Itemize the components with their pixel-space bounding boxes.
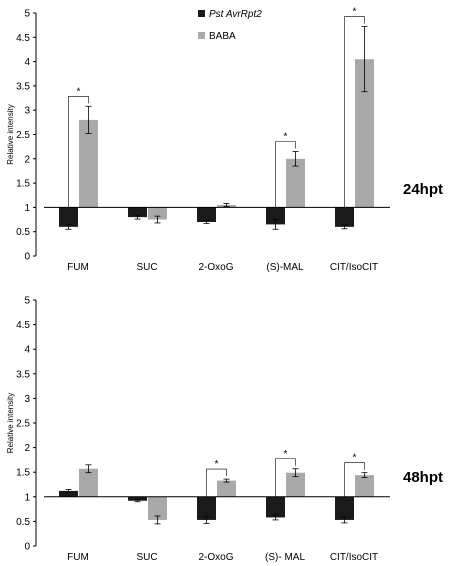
y-tick-label: 4.5: [16, 33, 30, 44]
bar-baba-0: [79, 468, 98, 497]
y-tick-label: 2: [24, 154, 30, 165]
bar-pst-4: [335, 496, 354, 520]
bar-pst-1: [128, 207, 147, 218]
significance-bracket: [344, 462, 365, 497]
bar-pst-0: [59, 490, 78, 497]
bar-pst-2: [197, 207, 216, 222]
bar-pst-1: [128, 496, 147, 501]
y-tick-label: 0: [24, 542, 30, 553]
bar-baba-3: [286, 158, 305, 208]
y-tick-label: 3: [24, 106, 30, 117]
y-tick-label: 1.5: [16, 179, 30, 190]
y-tick-label: 1: [24, 492, 30, 503]
bar-baba-0: [79, 119, 98, 208]
y-tick-label: 0: [24, 252, 30, 263]
legend-label-baba: BABA: [209, 31, 236, 42]
category-label: FUM: [67, 552, 89, 563]
panel-24hpt: 0 0.5 1 1.5 2 2.5 3 3.5 4 4.5 5 Relative intensity F…: [6, 7, 443, 273]
legend: Pst AvrRpt2 BABA: [198, 9, 262, 42]
category-label: (S)- MAL: [265, 552, 305, 563]
bar-pst-4: [335, 207, 354, 227]
category-label: CIT/IsoCIT: [330, 552, 378, 563]
significance-bracket: [206, 468, 227, 497]
bar-baba-1: [148, 496, 167, 520]
significance-star: *: [215, 459, 219, 470]
significance-star: *: [77, 86, 81, 97]
legend-label-pst: Pst AvrRpt2: [209, 9, 262, 20]
significance-star: *: [353, 453, 357, 464]
y-axis-label: Relative intensity: [6, 393, 15, 453]
bar-pst-0: [59, 207, 78, 227]
category-label: 2-OxoG: [198, 552, 233, 563]
bar-pst-3: [266, 496, 285, 518]
bar-baba-4: [355, 59, 374, 208]
panel-label: 48hpt: [403, 469, 443, 486]
category-label: SUC: [136, 262, 157, 273]
category-label: CIT/IsoCIT: [330, 262, 378, 273]
panel-label: 24hpt: [403, 181, 443, 198]
y-tick-label: 1: [24, 203, 30, 214]
y-tick-label: 3.5: [16, 81, 30, 92]
bar-pst-2: [197, 496, 216, 520]
category-label: FUM: [67, 262, 89, 273]
bar-baba-2: [217, 480, 236, 497]
bar-baba-3: [286, 472, 305, 497]
bar-pst-3: [266, 207, 285, 225]
panel-48hpt: 0 0.5 1 1.5 2 2.5 3 3.5 4 4.5 5 Relative intensity F…: [6, 296, 443, 564]
y-tick-label: 2: [24, 443, 30, 454]
significance-bracket: [275, 141, 296, 208]
bar-baba-4: [355, 475, 374, 497]
legend-swatch-baba: [198, 32, 205, 39]
y-tick-label: 4: [24, 57, 30, 68]
y-tick-label: 4.5: [16, 320, 30, 331]
legend-swatch-pst: [198, 10, 205, 17]
y-tick-label: 5: [24, 9, 30, 20]
category-label: SUC: [136, 552, 157, 563]
significance-star: *: [284, 132, 288, 143]
category-label: (S)-MAL: [266, 262, 304, 273]
bar-baba-1: [148, 207, 167, 220]
y-tick-label: 0.5: [16, 227, 30, 238]
significance-star: *: [284, 449, 288, 460]
y-tick-label: 0.5: [16, 517, 30, 528]
y-tick-label: 3.5: [16, 369, 30, 380]
y-axis-label: Relative intensity: [6, 104, 15, 164]
significance-star: *: [353, 7, 357, 18]
significance-bracket: [275, 458, 296, 497]
y-tick-label: 4: [24, 345, 30, 356]
y-tick-label: 1.5: [16, 468, 30, 479]
y-tick-label: 3: [24, 394, 30, 405]
y-tick-label: 2.5: [16, 419, 30, 430]
y-tick-label: 5: [24, 296, 30, 307]
significance-bracket: [68, 96, 89, 208]
significance-bracket: [344, 16, 365, 208]
y-tick-label: 2.5: [16, 130, 30, 141]
category-label: 2-OxoG: [198, 262, 233, 273]
